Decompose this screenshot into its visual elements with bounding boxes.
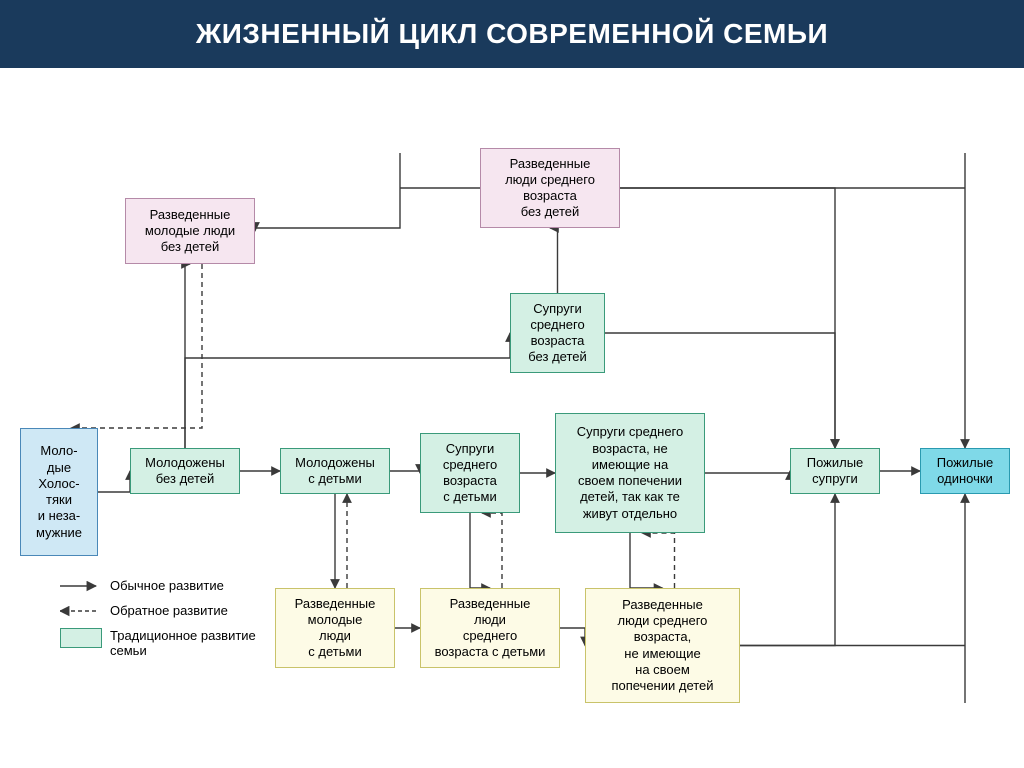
edge-n5-n13 bbox=[630, 533, 663, 588]
edge-n9-n6 bbox=[620, 188, 835, 448]
node-n8: Разведенные молодые люди без детей bbox=[125, 198, 255, 264]
page-title: ЖИЗНЕННЫЙ ЦИКЛ СОВРЕМЕННОЙ СЕМЬИ bbox=[0, 0, 1024, 68]
edge-n2-n10 bbox=[185, 333, 510, 448]
legend-box: Традиционное развитие семьи bbox=[60, 628, 256, 658]
edge-n8-n1 bbox=[71, 264, 202, 428]
node-n11: Разведенные молодые люди с детьми bbox=[275, 588, 395, 668]
node-n7: Пожилые одиночки bbox=[920, 448, 1010, 494]
legend-box-swatch bbox=[60, 628, 102, 648]
edge-n13-n5 bbox=[642, 533, 675, 588]
diagram-canvas: Моло- дые Холос- тяки и неза- мужние Моло… bbox=[0, 68, 1024, 768]
node-n5: Супруги среднего возраста, не имеющие на… bbox=[555, 413, 705, 533]
legend-dashed: Обратное развитие bbox=[60, 603, 228, 618]
legend-dashed-label: Обратное развитие bbox=[110, 603, 228, 618]
edge-n5-n6 bbox=[705, 471, 790, 473]
edge-n2-n8 bbox=[185, 264, 190, 448]
node-n13: Разведенные люди среднего возраста, не и… bbox=[585, 588, 740, 703]
edge-n3-n4 bbox=[390, 471, 420, 473]
node-n6: Пожилые супруги bbox=[790, 448, 880, 494]
node-n10: Супруги среднего возраста без детей bbox=[510, 293, 605, 373]
edge-n9-n8 bbox=[255, 153, 480, 231]
edge-n13-n6 bbox=[740, 494, 835, 646]
edge-n13-n7 bbox=[740, 494, 965, 703]
edge-n10-n9 bbox=[550, 228, 558, 293]
node-n2: Молодожены без детей bbox=[130, 448, 240, 494]
legend-solid: Обычное развитие bbox=[60, 578, 224, 593]
legend-box-label: Традиционное развитие семьи bbox=[110, 628, 256, 658]
node-n4: Супруги среднего возраста с детьми bbox=[420, 433, 520, 513]
node-n1: Моло- дые Холос- тяки и неза- мужние bbox=[20, 428, 98, 556]
edge-n12-n13 bbox=[560, 628, 585, 646]
edge-n4-n12 bbox=[470, 513, 490, 588]
legend-solid-label: Обычное развитие bbox=[110, 578, 224, 593]
edge-n12-n4 bbox=[482, 513, 502, 588]
node-n12: Разведенные люди среднего возраста с дет… bbox=[420, 588, 560, 668]
node-n3: Молодожены с детьми bbox=[280, 448, 390, 494]
node-n9: Разведенные люди среднего возраста без д… bbox=[480, 148, 620, 228]
edge-n9-n7 bbox=[620, 153, 965, 448]
edge-n1-n2 bbox=[98, 471, 130, 492]
